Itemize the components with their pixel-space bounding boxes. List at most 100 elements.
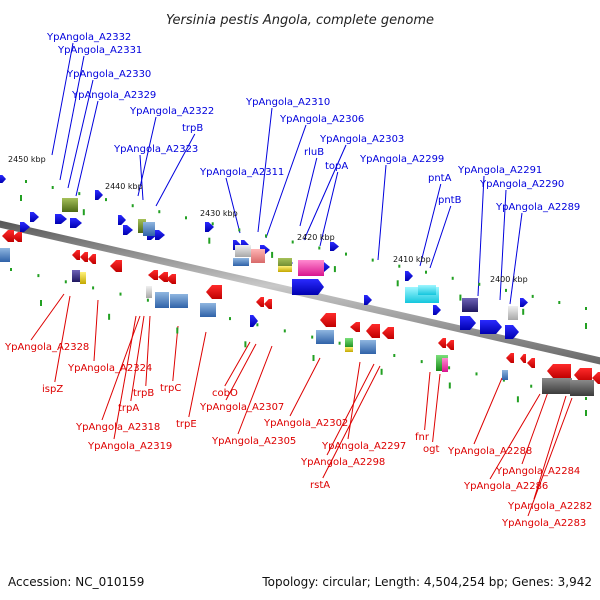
leader-line xyxy=(377,164,387,261)
label-leader-lines xyxy=(30,42,573,517)
track-tick xyxy=(585,410,587,416)
gene-label: YpAngola_A2332 xyxy=(46,32,131,43)
track-tick xyxy=(459,294,462,301)
track-tick xyxy=(475,372,478,376)
gene-label: YpAngola_A2284 xyxy=(495,466,580,477)
gene-label: YpAngola_A2322 xyxy=(129,106,214,117)
track-tick xyxy=(531,294,534,298)
track-tick xyxy=(448,382,451,389)
gene-block xyxy=(316,330,334,344)
reverse-gene-arrow xyxy=(520,354,526,363)
gene-label: YpAngola_A2330 xyxy=(66,69,151,80)
track-tick xyxy=(82,209,85,216)
gene-label: YpAngola_A2282 xyxy=(507,501,592,512)
track-tick xyxy=(478,282,481,286)
track-tick xyxy=(585,323,587,329)
leader-line xyxy=(137,116,157,197)
forward-gene-arrow xyxy=(505,325,519,339)
forward-gene-arrow xyxy=(205,222,214,232)
track-tick xyxy=(51,186,54,189)
reverse-gene-arrow xyxy=(110,260,122,272)
reverse-gene-arrow xyxy=(2,230,14,242)
track-tick xyxy=(371,258,374,262)
gene-label: trpA xyxy=(118,403,139,414)
forward-gene-arrow xyxy=(118,215,126,225)
reverse-gene-arrow xyxy=(506,353,514,363)
track-tick xyxy=(338,341,341,345)
gene-label: trpC xyxy=(160,383,181,394)
gene-block xyxy=(143,222,155,236)
track-tick xyxy=(92,286,95,290)
forward-gene-arrow xyxy=(330,242,339,251)
scale-label: 2430 kbp xyxy=(200,209,238,218)
leader-line xyxy=(113,315,137,440)
gene-block xyxy=(233,258,249,266)
leader-line xyxy=(299,157,318,227)
gene-block xyxy=(298,260,324,276)
leader-line xyxy=(432,373,441,443)
forward-gene-arrow xyxy=(460,316,476,330)
reverse-gene-arrow xyxy=(166,274,176,284)
gene-block xyxy=(235,245,251,257)
leader-line xyxy=(225,177,241,234)
gene-block xyxy=(418,285,436,295)
reverse-gene-arrow xyxy=(350,322,360,332)
reverse-gene-arrow xyxy=(438,338,446,348)
forward-gene-arrow xyxy=(123,225,133,235)
scale-label: 2450 kbp xyxy=(8,155,46,164)
track-tick xyxy=(131,204,134,208)
reverse-gene-arrow xyxy=(527,358,535,368)
track-tick xyxy=(396,280,399,287)
leader-line xyxy=(521,391,549,465)
forward-gene-arrow xyxy=(55,214,67,224)
leader-line xyxy=(322,365,381,479)
reverse-gene-arrow xyxy=(446,340,454,350)
leader-line xyxy=(30,293,65,341)
leader-line xyxy=(139,154,144,201)
leader-line xyxy=(419,183,442,267)
track-tick xyxy=(420,360,423,364)
leader-line xyxy=(224,341,251,387)
gene-label: YpAngola_A2299 xyxy=(359,154,444,165)
leader-line xyxy=(473,377,503,445)
leader-line xyxy=(257,107,273,233)
map-title: Yersinia pestis Angola, complete genome xyxy=(166,13,434,28)
forward-gene-arrow xyxy=(480,320,502,334)
track-tick xyxy=(185,216,187,220)
gene-label: ogt xyxy=(423,444,439,455)
reverse-gene-arrow xyxy=(256,297,264,307)
forward-gene-arrow xyxy=(433,305,441,315)
leader-line xyxy=(489,393,541,480)
reverse-gene-arrow xyxy=(12,232,22,242)
reverse-gene-arrow xyxy=(80,252,88,262)
reverse-gene-arrow xyxy=(366,324,380,338)
gene-label: trpE xyxy=(176,419,197,430)
gene-label: YpAngola_A2302 xyxy=(263,418,348,429)
track-tick xyxy=(265,234,267,238)
leader-line xyxy=(319,171,339,247)
leader-line xyxy=(54,295,71,383)
leader-line xyxy=(429,205,452,269)
gene-label: YpAngola_A2283 xyxy=(501,518,586,529)
gene-label: YpAngola_A2307 xyxy=(199,402,284,413)
reverse-gene-arrow xyxy=(547,364,571,378)
gene-label: ispZ xyxy=(42,384,63,395)
leader-line xyxy=(347,361,361,440)
track-tick xyxy=(238,228,241,232)
leader-line xyxy=(59,55,85,181)
track-tick xyxy=(312,355,315,361)
track-tick xyxy=(318,246,321,250)
accession-label: Accession: NC_010159 xyxy=(8,575,144,589)
gene-label: fnr xyxy=(415,432,430,443)
gene-label: YpAngola_A2318 xyxy=(75,422,160,433)
track-tick xyxy=(380,368,383,375)
track-tick xyxy=(10,268,12,271)
leader-line xyxy=(145,315,151,387)
leader-line xyxy=(477,175,485,297)
gene-label: YpAngola_A2289 xyxy=(495,202,580,213)
reverse-gene-arrow xyxy=(574,368,592,382)
forward-gene-arrow xyxy=(95,190,103,200)
leader-line xyxy=(93,299,99,362)
gene-features xyxy=(0,175,600,396)
